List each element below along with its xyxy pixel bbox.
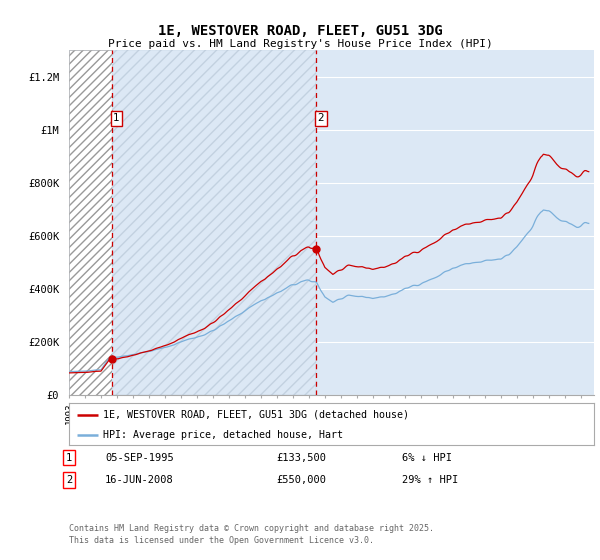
- Text: Contains HM Land Registry data © Crown copyright and database right 2025.
This d: Contains HM Land Registry data © Crown c…: [69, 524, 434, 545]
- Text: 2: 2: [318, 113, 325, 123]
- Text: £133,500: £133,500: [276, 452, 326, 463]
- Bar: [112, 50, 316, 395]
- Text: 29% ↑ HPI: 29% ↑ HPI: [402, 475, 458, 485]
- Bar: [112, 50, 316, 395]
- Text: 1: 1: [66, 452, 72, 463]
- Text: 1E, WESTOVER ROAD, FLEET, GU51 3DG: 1E, WESTOVER ROAD, FLEET, GU51 3DG: [158, 24, 442, 38]
- Text: 6% ↓ HPI: 6% ↓ HPI: [402, 452, 452, 463]
- Text: 1E, WESTOVER ROAD, FLEET, GU51 3DG (detached house): 1E, WESTOVER ROAD, FLEET, GU51 3DG (deta…: [103, 410, 409, 420]
- Bar: [69, 50, 112, 395]
- Text: 1: 1: [113, 113, 120, 123]
- Text: Price paid vs. HM Land Registry's House Price Index (HPI): Price paid vs. HM Land Registry's House …: [107, 39, 493, 49]
- Text: HPI: Average price, detached house, Hart: HPI: Average price, detached house, Hart: [103, 430, 343, 440]
- Text: 05-SEP-1995: 05-SEP-1995: [105, 452, 174, 463]
- Text: 16-JUN-2008: 16-JUN-2008: [105, 475, 174, 485]
- Text: £550,000: £550,000: [276, 475, 326, 485]
- Text: 2: 2: [66, 475, 72, 485]
